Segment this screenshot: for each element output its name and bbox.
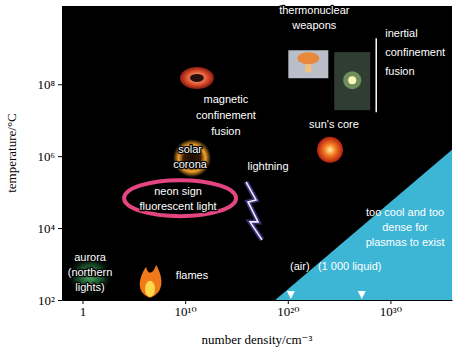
tick-label: 10⁴ xyxy=(37,221,55,236)
tick: 10⁸ xyxy=(37,77,62,92)
text-line: too cool and too xyxy=(366,206,444,218)
tick: 10²⁰ xyxy=(277,300,299,319)
text-line: magnetic xyxy=(204,93,249,105)
icon-bolt xyxy=(246,182,262,240)
chart-container: thermonuclear weapons inertial confinement f… xyxy=(0,0,457,354)
reference-marker xyxy=(358,291,366,299)
tick: 10⁶ xyxy=(37,149,62,164)
tick: 10² xyxy=(38,293,62,308)
tick: 10¹⁰ xyxy=(175,300,197,319)
tick-label: 10⁸ xyxy=(37,77,55,92)
icon-frame xyxy=(334,52,370,110)
text-line: solar xyxy=(178,143,202,155)
regime-marker xyxy=(288,50,328,78)
reference-label: (air) xyxy=(290,260,310,272)
text-line: lights) xyxy=(75,281,104,293)
icon-corona xyxy=(173,139,211,177)
icon-bolt-glow xyxy=(246,182,262,240)
regime-marker xyxy=(317,137,343,163)
regime-label: aurora (northern lights) xyxy=(68,251,113,293)
regime-marker xyxy=(140,265,162,298)
tick: 10⁴ xyxy=(37,221,62,236)
regime-marker xyxy=(124,180,236,216)
text-line: inertial xyxy=(385,27,417,39)
texts: thermonuclear weapons inertial confinement f… xyxy=(4,4,445,347)
regime-label: magnetic confinement fusion xyxy=(196,93,256,137)
regime-label: inertial confinement fusion xyxy=(385,27,445,77)
tick-mark xyxy=(58,156,62,157)
icon-ring xyxy=(124,180,236,216)
icon-sun xyxy=(317,137,343,163)
regime-marker xyxy=(334,38,376,112)
tick-label: 10¹⁰ xyxy=(175,304,197,319)
regime-label: thermonuclear weapons xyxy=(279,4,350,31)
tick-label: 10² xyxy=(38,293,55,308)
axis-line xyxy=(63,300,453,301)
tick-mark xyxy=(58,84,62,85)
text-line: neon sign xyxy=(154,185,202,197)
text-line: dense for xyxy=(382,221,428,233)
chart-svg: thermonuclear weapons inertial confinement f… xyxy=(0,0,457,354)
text-line: lightning xyxy=(248,160,289,172)
marks xyxy=(68,38,452,300)
y-axis: 10² 10⁴ 10⁶ 10⁸ xyxy=(37,7,62,308)
axis-line xyxy=(62,7,63,301)
text-line: corona xyxy=(173,158,208,170)
x-axis-title: number density/cm⁻³ xyxy=(202,332,313,347)
icon-cloud xyxy=(297,52,319,64)
regime-label: solar corona xyxy=(173,143,208,170)
text-line: flames xyxy=(176,269,209,281)
regime-label: flames xyxy=(176,269,209,281)
tick-label: 10³⁰ xyxy=(380,304,402,319)
icon-flame xyxy=(140,265,162,298)
plot-background xyxy=(62,6,452,300)
text-line: fusion xyxy=(211,125,240,137)
region-area xyxy=(275,150,452,300)
text-line: aurora xyxy=(74,251,107,263)
tick-mark xyxy=(58,228,62,229)
regime-marker xyxy=(173,139,211,177)
annotation: too cool and too dense for plasmas to exis… xyxy=(366,206,445,248)
icon-core xyxy=(343,71,361,89)
regime-label: neon sign fluorescent light xyxy=(140,185,217,212)
icon-flame-core xyxy=(145,281,155,297)
text-line: fusion xyxy=(385,65,414,77)
text-line: confinement xyxy=(196,109,256,121)
regime-marker xyxy=(180,67,214,89)
reference-marker xyxy=(287,291,295,299)
tick: 1 xyxy=(80,300,87,319)
text-line: fluorescent light xyxy=(140,200,217,212)
tick: 10³⁰ xyxy=(380,300,402,319)
tick-label: 10⁶ xyxy=(37,149,55,164)
icon-core xyxy=(348,76,356,84)
text-line: confinement xyxy=(385,46,445,58)
tick-mark xyxy=(58,300,62,301)
tick-label: 10²⁰ xyxy=(277,304,299,319)
text-line: thermonuclear xyxy=(279,4,350,16)
icon-torus xyxy=(180,67,214,89)
tick-label: 1 xyxy=(80,304,87,319)
icon-hole xyxy=(190,74,204,82)
y-axis-title: temperature/°C xyxy=(4,113,19,193)
text-line: sun's core xyxy=(309,118,359,130)
reference-label: (1 000 liquid) xyxy=(318,260,382,272)
text-line: weapons xyxy=(291,19,337,31)
icon-bar xyxy=(375,38,377,112)
text-line: plasmas to exist xyxy=(366,236,445,248)
regime-label: sun's core xyxy=(309,118,359,130)
regime-marker xyxy=(246,182,262,240)
regime-label: lightning xyxy=(248,160,289,172)
x-axis: 1 10¹⁰ 10²⁰ 10³⁰ xyxy=(63,300,453,319)
text-line: (northern xyxy=(68,266,113,278)
icon-frame xyxy=(288,50,328,78)
